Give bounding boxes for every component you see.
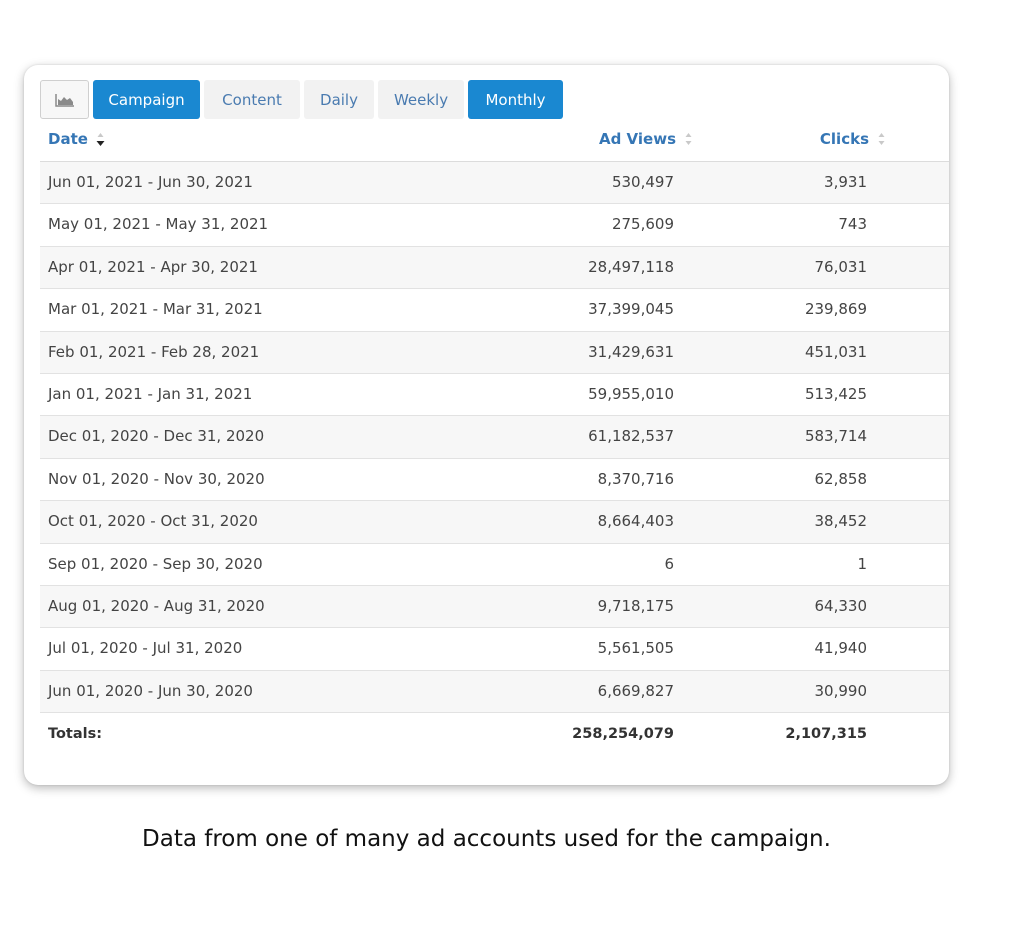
totals-ad-views: 258,254,079 — [572, 726, 674, 743]
row-clicks: 64,330 — [814, 596, 868, 615]
row-date: Jun 01, 2020 - Jun 30, 2020 — [48, 681, 253, 700]
caption: Data from one of many ad accounts used f… — [142, 826, 831, 852]
tab-daily[interactable]: Daily — [304, 80, 374, 119]
row-clicks: 1 — [857, 554, 867, 573]
chart-view-button[interactable] — [40, 80, 89, 119]
column-header-date[interactable]: Date — [48, 130, 105, 148]
row-date: Feb 01, 2021 - Feb 28, 2021 — [48, 342, 260, 361]
tab-weekly[interactable]: Weekly — [378, 80, 464, 119]
row-ad-views: 5,561,505 — [597, 639, 674, 658]
table-row: Dec 01, 2020 - Dec 31, 2020 61,182,537 583… — [40, 416, 949, 459]
column-header-ad-views-label: Ad Views — [598, 130, 676, 148]
sort-descending-icon — [96, 133, 105, 146]
row-clicks: 239,869 — [804, 300, 867, 319]
tab-content[interactable]: Content — [204, 80, 300, 119]
sort-icon — [685, 133, 692, 145]
area-chart-icon — [54, 93, 74, 107]
row-ad-views: 61,182,537 — [588, 427, 674, 446]
row-clicks: 451,031 — [804, 342, 867, 361]
row-clicks: 41,940 — [814, 639, 868, 658]
column-header-date-label: Date — [48, 130, 88, 148]
row-ad-views: 9,718,175 — [597, 596, 674, 615]
table-body: Jun 01, 2021 - Jun 30, 2021 530,497 3,931 M… — [40, 162, 949, 714]
row-ad-views: 6 — [664, 554, 674, 573]
row-clicks: 38,452 — [814, 512, 868, 531]
column-header-clicks-label: Clicks — [819, 130, 869, 148]
row-clicks: 76,031 — [814, 257, 868, 276]
row-clicks: 62,858 — [814, 469, 868, 488]
row-ad-views: 6,669,827 — [597, 681, 674, 700]
tab-campaign[interactable]: Campaign — [93, 80, 200, 119]
column-header-clicks[interactable]: Clicks — [820, 130, 886, 148]
row-clicks: 3,931 — [824, 173, 867, 191]
row-ad-views: 28,497,118 — [588, 257, 674, 276]
row-clicks: 30,990 — [814, 681, 868, 700]
row-date: Apr 01, 2021 - Apr 30, 2021 — [48, 257, 258, 276]
row-date: Mar 01, 2021 - Mar 31, 2021 — [48, 300, 263, 319]
column-header-ad-views[interactable]: Ad Views — [599, 130, 693, 148]
table-header: Date Ad Views Clicks — [40, 119, 949, 162]
table-row: Feb 01, 2021 - Feb 28, 2021 31,429,631 451… — [40, 331, 949, 374]
row-clicks: 513,425 — [804, 384, 867, 403]
table-row: Mar 01, 2021 - Mar 31, 2021 37,399,045 239… — [40, 289, 949, 332]
row-ad-views: 275,609 — [611, 215, 674, 234]
table-row: Nov 01, 2020 - Nov 30, 2020 8,370,716 62,8… — [40, 459, 949, 502]
row-date: Nov 01, 2020 - Nov 30, 2020 — [48, 469, 265, 488]
tab-monthly[interactable]: Monthly — [468, 80, 563, 119]
totals-label: Totals: — [48, 726, 103, 743]
table-row: Jan 01, 2021 - Jan 31, 2021 59,955,010 513… — [40, 374, 949, 417]
row-date: Sep 01, 2020 - Sep 30, 2020 — [48, 554, 263, 573]
table-row: Apr 01, 2021 - Apr 30, 2021 28,497,118 76,… — [40, 246, 949, 290]
row-date: May 01, 2021 - May 31, 2021 — [48, 215, 269, 234]
row-clicks: 583,714 — [804, 427, 867, 446]
row-date: Dec 01, 2020 - Dec 31, 2020 — [48, 427, 265, 446]
row-clicks: 743 — [838, 215, 867, 234]
row-date: Jun 01, 2021 - Jun 30, 2021 — [48, 173, 253, 191]
row-ad-views: 8,370,716 — [597, 469, 674, 488]
report-table: Date Ad Views Clicks — [40, 119, 949, 757]
totals-clicks: 2,107,315 — [785, 726, 867, 743]
row-date: Oct 01, 2020 - Oct 31, 2020 — [48, 512, 258, 531]
row-ad-views: 59,955,010 — [588, 384, 674, 403]
table-row: May 01, 2021 - May 31, 2021 275,609 743 — [40, 204, 949, 247]
row-ad-views: 37,399,045 — [588, 300, 674, 319]
row-ad-views: 8,664,403 — [597, 512, 674, 531]
table-row: Sep 01, 2020 - Sep 30, 2020 6 1 — [40, 544, 949, 586]
row-date: Jul 01, 2020 - Jul 31, 2020 — [48, 639, 243, 658]
table-row: Oct 01, 2020 - Oct 31, 2020 8,664,403 38,4… — [40, 501, 949, 544]
table-row: Jun 01, 2020 - Jun 30, 2020 6,669,827 30,9… — [40, 670, 949, 714]
view-toolbar: Campaign Content Daily Weekly Monthly — [40, 80, 563, 119]
row-ad-views: 31,429,631 — [588, 342, 674, 361]
sort-icon — [878, 133, 885, 145]
row-ad-views: 530,497 — [611, 173, 674, 191]
row-date: Aug 01, 2020 - Aug 31, 2020 — [48, 596, 265, 615]
table-row: Jun 01, 2021 - Jun 30, 2021 530,497 3,931 — [40, 162, 949, 205]
report-card: Campaign Content Daily Weekly Monthly Da… — [24, 65, 949, 785]
row-date: Jan 01, 2021 - Jan 31, 2021 — [48, 384, 253, 403]
table-row: Aug 01, 2020 - Aug 31, 2020 9,718,175 64,3… — [40, 585, 949, 629]
totals-row: Totals: 258,254,079 2,107,315 — [40, 713, 949, 757]
table-row: Jul 01, 2020 - Jul 31, 2020 5,561,505 41,9… — [40, 628, 949, 671]
